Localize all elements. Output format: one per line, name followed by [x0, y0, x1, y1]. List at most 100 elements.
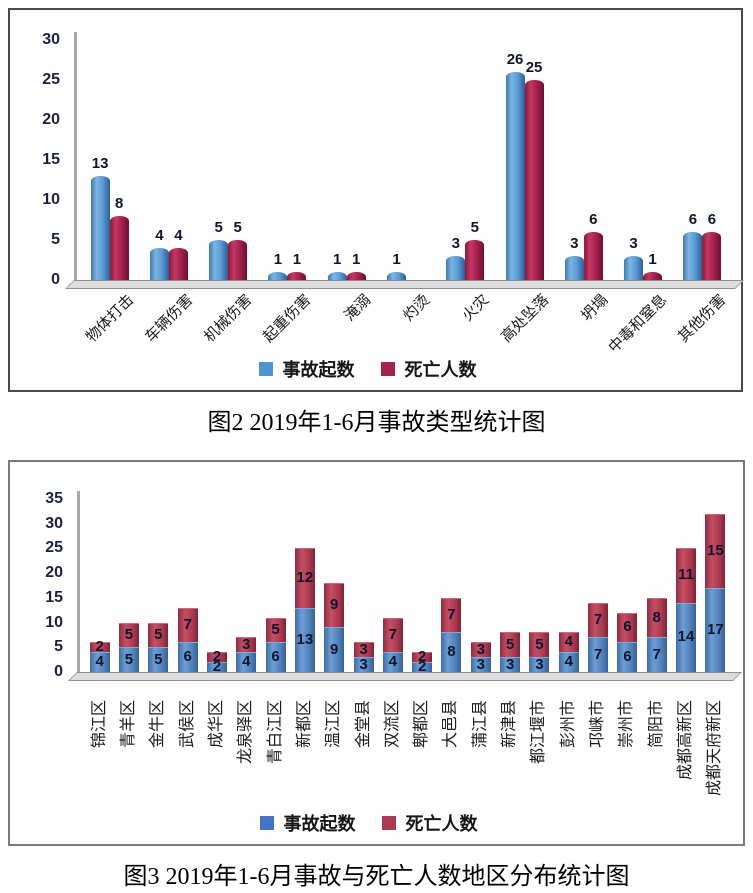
- deaths-bar: [702, 232, 722, 280]
- category-label: 武侯区: [178, 700, 196, 749]
- accidents-segment: [294, 607, 315, 672]
- deaths-bar: [583, 232, 603, 280]
- category-label: 青白江区: [266, 700, 284, 765]
- accidents-segment: [558, 652, 579, 672]
- accidents-segment: [676, 602, 697, 672]
- deaths-segment: [441, 597, 462, 633]
- accidents-value-label: 9: [330, 640, 339, 658]
- accidents-segment: [353, 657, 374, 672]
- accidents-segment: [529, 657, 550, 672]
- category-label: 起重伤害: [260, 291, 315, 346]
- y-axis-tick-label: 0: [51, 271, 60, 288]
- category-label: 新津县: [501, 700, 519, 749]
- deaths-segment: [529, 632, 550, 658]
- y-axis-line: [74, 32, 77, 288]
- accidents-segment: [118, 647, 139, 672]
- accidents-segment: [588, 637, 609, 672]
- deaths-value-label: 5: [535, 635, 544, 653]
- deaths-value-label: 3: [359, 640, 368, 658]
- accidents-value-label: 6: [623, 648, 632, 666]
- category-label: 彭州市: [559, 700, 577, 749]
- accidents-bar: [149, 248, 169, 280]
- accidents-segment: [412, 662, 433, 672]
- deaths-segment: [500, 632, 521, 658]
- deaths-value-label: 2: [417, 648, 427, 666]
- accidents-value-label: 8: [447, 643, 456, 661]
- accidents-value-label: 7: [593, 645, 603, 663]
- deaths-value-label: 5: [124, 625, 134, 643]
- accidents-value-label: 1: [273, 251, 283, 268]
- deaths-segment: [558, 632, 579, 653]
- accidents-value-label: 4: [564, 653, 573, 671]
- deaths-segment: [382, 617, 403, 653]
- accidents-value-label: 3: [451, 235, 460, 252]
- category-label: 其他伤害: [675, 291, 730, 346]
- y-axis-tick-label: 10: [42, 191, 60, 208]
- category-label: 成都天府新区: [706, 700, 724, 797]
- accidents-bar: [446, 256, 466, 280]
- deaths-value-label: 11: [678, 566, 694, 584]
- accidents-bar: [624, 256, 644, 280]
- category-label: 简阳市: [647, 700, 665, 749]
- category-label: 车辆伤害: [141, 291, 197, 346]
- deaths-value-label: 8: [652, 608, 661, 626]
- accidents-value-label: 2: [417, 658, 427, 676]
- accidents-value-label: 3: [629, 235, 638, 252]
- accidents-bar: [90, 176, 110, 280]
- category-label: 灼烫: [400, 291, 434, 325]
- accidents-bar: [327, 272, 347, 280]
- accidents-value-label: 3: [476, 655, 485, 673]
- accident-type-chart-plot: 0 5 10 15 20 25 30 13 8 物体打击 4 4 车辆伤害 5 5 机械伤害 1 1 起重伤害 1 1 淹…: [10, 10, 744, 390]
- category-label: 金堂县: [354, 700, 372, 749]
- y-axis-tick-label: 25: [42, 71, 60, 88]
- deaths-value-label: 3: [242, 635, 251, 653]
- deaths-bar: [287, 272, 307, 280]
- category-label: 锦江区: [90, 700, 108, 749]
- deaths-bar: [346, 272, 366, 280]
- deaths-segment: [236, 637, 257, 653]
- figure2-caption: 图2 2019年1-6月事故类型统计图: [207, 410, 546, 436]
- deaths-segment: [265, 617, 286, 643]
- deaths-value-label: 3: [476, 640, 485, 658]
- accidents-segment: [470, 657, 491, 672]
- deaths-value-label: 15: [706, 541, 724, 559]
- y-axis-tick-label: 15: [42, 151, 60, 168]
- accidents-bar: [268, 272, 288, 280]
- accidents-bar: [564, 256, 584, 280]
- deaths-segment: [705, 513, 726, 588]
- category-label: 郫都区: [413, 700, 431, 749]
- accidents-segment: [177, 642, 198, 672]
- category-label: 蒲江县: [471, 700, 489, 749]
- deaths-bar: [168, 248, 188, 280]
- accident-type-chart-figure: 0 5 10 15 20 25 30 13 8 物体打击 4 4 车辆伤害 5 5 机械伤害 1 1 起重伤害 1 1 淹…: [8, 8, 744, 392]
- category-label: 邛崃市: [589, 700, 607, 749]
- deaths-segment: [324, 582, 345, 628]
- deaths-value-label: 8: [114, 195, 124, 212]
- accidents-value-label: 1: [392, 251, 401, 268]
- accidents-value-label: 13: [296, 630, 314, 648]
- deaths-bar: [109, 216, 129, 280]
- deaths-value-label: 12: [296, 568, 314, 586]
- deaths-value-label: 7: [183, 615, 192, 633]
- deaths-bar: [524, 80, 544, 280]
- chart-floor-3d: [68, 672, 742, 681]
- district-distribution-chart-figure: 0 5 10 15 20 25 30 35 4 2 锦江区 5 5 青羊区 5 5 金牛区 6 7 武侯区 2 2 成华区 4…: [8, 460, 745, 846]
- category-label: 大邑县: [442, 700, 460, 749]
- category-label: 淹溺: [340, 291, 375, 325]
- y-axis-tick-label: 30: [45, 514, 63, 532]
- y-axis-tick-label: 20: [45, 564, 63, 581]
- category-label: 火灾: [459, 291, 493, 325]
- deaths-value-label: 6: [707, 211, 717, 228]
- y-axis-tick-label: 5: [51, 231, 60, 248]
- deaths-segment: [470, 642, 491, 658]
- deaths-value-label: 1: [648, 251, 657, 268]
- deaths-value-label: 4: [564, 633, 573, 651]
- y-axis-tick-label: 15: [45, 588, 63, 606]
- deaths-series-swatch-icon: [380, 362, 395, 376]
- figure3-caption: 图3 2019年1-6月事故与死亡人数地区分布统计图: [123, 864, 630, 890]
- deaths-value-label: 7: [388, 625, 397, 643]
- accidents-segment: [324, 627, 345, 672]
- deaths-value-label: 6: [589, 211, 598, 228]
- deaths-value-label: 25: [525, 59, 543, 76]
- accidents-bar: [505, 72, 525, 280]
